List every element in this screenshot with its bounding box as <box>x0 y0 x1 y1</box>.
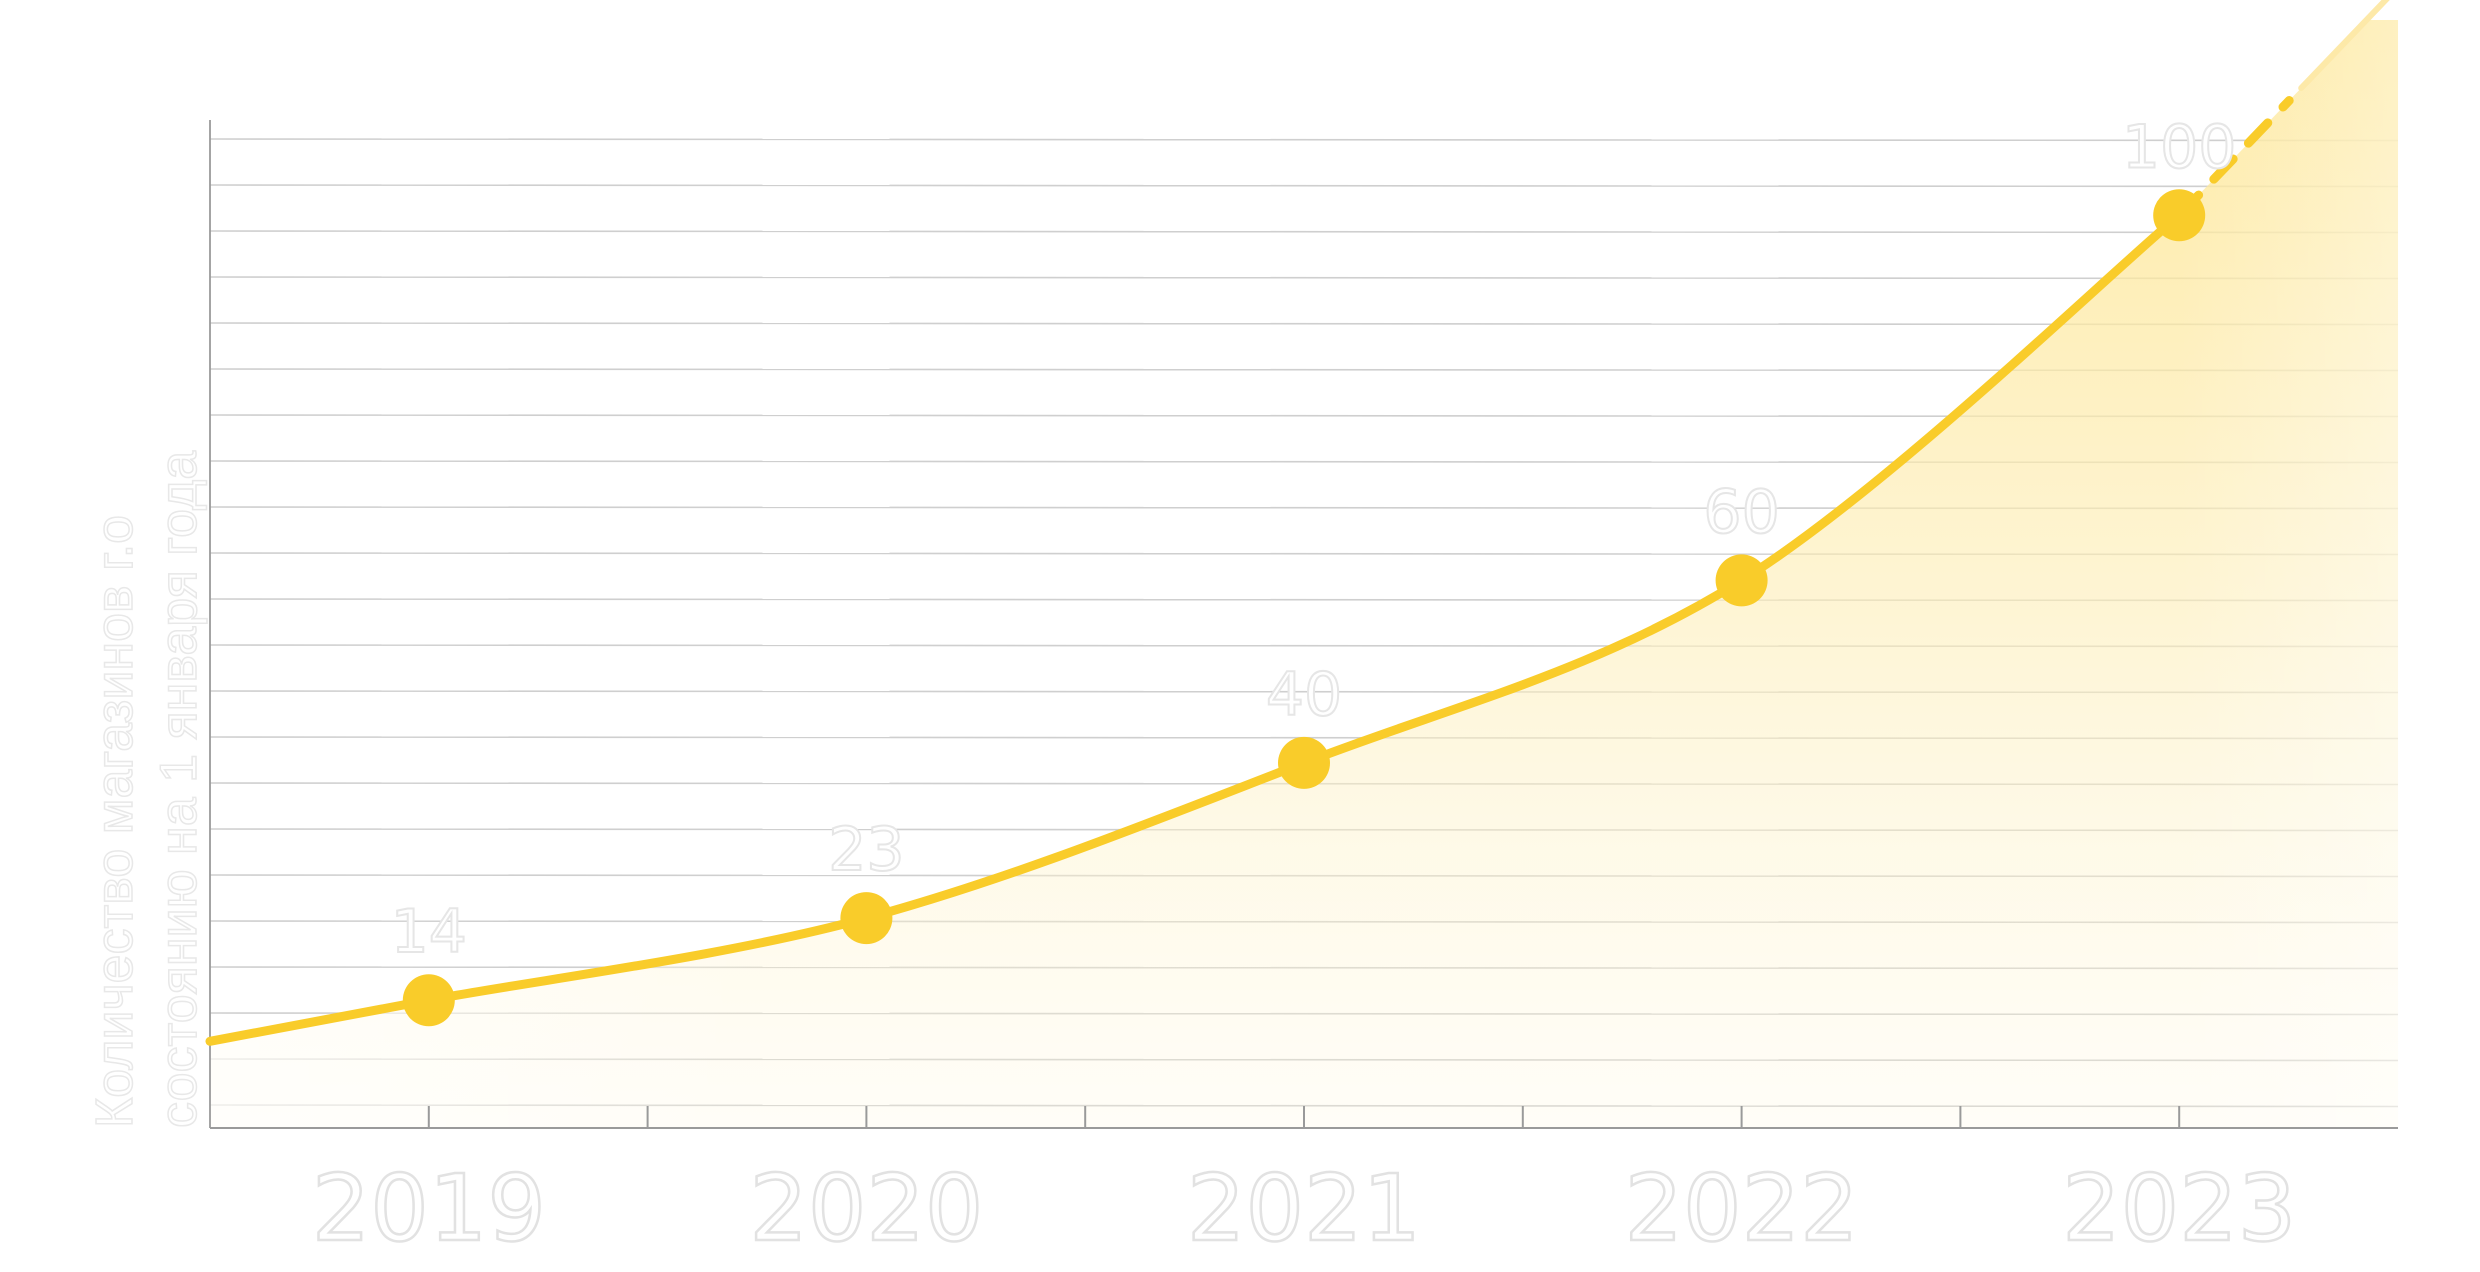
data-label-2020: 23 <box>828 815 904 885</box>
trend-extension-dashed <box>2174 96 2294 220</box>
data-label-2019: 14 <box>391 897 467 967</box>
area-fade <box>210 20 2398 1128</box>
x-tick-labels: 2019 2020 2021 2022 2023 <box>310 1154 2297 1264</box>
gridline <box>209 276 2399 280</box>
gridline <box>209 322 2399 326</box>
x-tick-label-2020: 2020 <box>749 1155 983 1262</box>
gridline <box>209 138 2399 142</box>
data-point-2020 <box>840 892 893 945</box>
data-label-2023: 100 <box>2122 112 2237 182</box>
data-point-2021 <box>1278 736 1330 789</box>
gridline <box>209 230 2399 234</box>
data-point-2022 <box>1715 554 1768 607</box>
data-point-2019 <box>402 974 455 1027</box>
data-point-2023 <box>2153 189 2206 242</box>
x-tick-label-2023: 2023 <box>2062 1155 2296 1262</box>
y-axis-title-line-1: Количество магазинов г.о <box>86 515 144 1128</box>
x-tick-label-2022: 2022 <box>1625 1155 1859 1262</box>
gridline <box>209 184 2399 188</box>
axes <box>209 120 2398 1129</box>
area-fill <box>210 20 2398 1128</box>
x-tick-label-2021: 2021 <box>1187 1155 1421 1262</box>
data-labels: 14 23 40 60 100 <box>390 111 2238 968</box>
x-tick-label-2019: 2019 <box>312 1155 546 1262</box>
data-label-2021: 40 <box>1266 660 1342 730</box>
data-label-2022: 60 <box>1703 477 1779 547</box>
y-axis-title-line-2: состоянию на 1 января года <box>150 451 208 1128</box>
data-points <box>402 189 2206 1027</box>
trend-extension-faded <box>2298 0 2390 92</box>
